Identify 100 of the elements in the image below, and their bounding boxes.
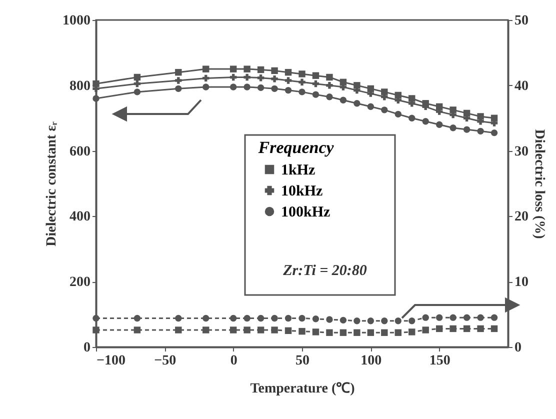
point	[92, 326, 100, 334]
y2-tick-label: 0	[514, 340, 522, 356]
point	[244, 326, 250, 334]
point	[298, 328, 306, 335]
x-tick-label: −100	[96, 354, 126, 368]
point	[202, 74, 210, 82]
point	[175, 85, 182, 92]
point	[175, 68, 182, 76]
point	[326, 82, 333, 89]
point	[202, 326, 210, 334]
point	[298, 78, 306, 86]
y-tick-label: 400	[70, 210, 90, 225]
point	[312, 91, 320, 98]
point	[422, 118, 429, 125]
point	[477, 314, 484, 321]
point	[381, 329, 388, 336]
point	[175, 326, 182, 334]
point	[257, 326, 264, 334]
point	[230, 74, 237, 81]
point	[284, 314, 292, 322]
point	[381, 106, 388, 114]
point	[271, 314, 278, 322]
point	[326, 316, 333, 323]
y-tick-label: 200	[70, 275, 90, 290]
point	[284, 327, 292, 334]
x-tick-label: 100	[360, 354, 382, 368]
point	[463, 325, 470, 332]
point	[134, 314, 141, 322]
point	[271, 67, 278, 74]
point	[394, 329, 402, 336]
point	[134, 74, 141, 81]
point	[490, 314, 498, 321]
point	[367, 103, 374, 110]
point	[284, 86, 292, 94]
point	[175, 77, 182, 84]
point	[312, 316, 320, 322]
y2-tick-label: 20	[514, 210, 528, 225]
point	[381, 317, 388, 324]
point	[257, 66, 264, 74]
point	[422, 326, 429, 334]
point	[257, 74, 264, 82]
point	[450, 314, 456, 321]
point	[490, 129, 498, 136]
point	[284, 68, 292, 76]
point	[408, 114, 416, 122]
point	[271, 76, 278, 82]
point	[450, 325, 456, 332]
y-axis-title: Dielectric constant εᵣ	[44, 121, 60, 246]
point	[298, 70, 306, 78]
point	[257, 84, 264, 92]
point	[394, 317, 402, 324]
y-tick-label: 1000	[62, 14, 90, 28]
x-tick-label: 50	[296, 354, 310, 368]
point	[436, 325, 443, 332]
y2-axis-title: Dielectric loss (%)	[532, 129, 546, 240]
point	[340, 329, 347, 336]
point	[367, 317, 374, 324]
x-tick-label: 0	[230, 354, 238, 368]
y2-tick-label: 50	[514, 14, 528, 28]
point	[463, 126, 470, 133]
point	[354, 317, 360, 324]
point	[422, 314, 429, 321]
point	[450, 124, 456, 132]
point	[92, 314, 100, 322]
point	[436, 314, 443, 321]
y-tick-label: 600	[70, 144, 90, 160]
point	[312, 72, 320, 79]
point	[477, 325, 484, 332]
point	[408, 328, 416, 336]
point	[202, 84, 210, 90]
point	[134, 88, 141, 96]
point	[244, 74, 250, 81]
point	[134, 80, 141, 88]
point	[202, 314, 210, 322]
point	[354, 329, 360, 336]
point	[134, 326, 141, 334]
point	[367, 329, 374, 336]
point	[312, 328, 320, 336]
x-axis-title: Temperature (℃)	[250, 382, 356, 396]
legend-label: 1kHz	[281, 162, 316, 178]
point	[284, 77, 292, 84]
point	[244, 66, 250, 72]
point	[244, 84, 250, 90]
point	[490, 325, 498, 332]
point	[230, 314, 237, 322]
point	[257, 314, 264, 322]
point	[271, 85, 278, 92]
point	[354, 100, 360, 107]
point	[271, 326, 278, 334]
legend-label: 10kHz	[281, 184, 324, 200]
point	[340, 96, 347, 104]
point	[312, 80, 320, 88]
y2-tick-label: 40	[514, 78, 528, 94]
legend-title: Frequency	[257, 138, 334, 157]
point	[202, 66, 210, 72]
x-tick-label: 150	[429, 354, 450, 368]
point	[298, 88, 306, 96]
point	[92, 95, 100, 102]
point	[230, 84, 237, 90]
point	[326, 94, 333, 100]
